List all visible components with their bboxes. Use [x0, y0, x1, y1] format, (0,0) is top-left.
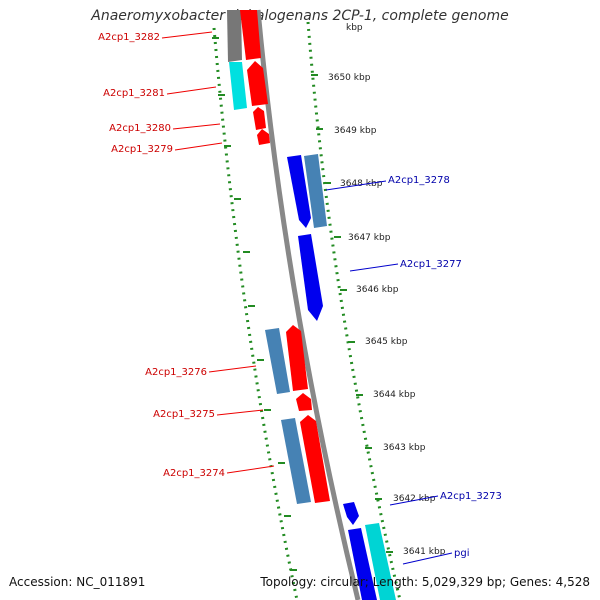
- scale-label: 3642 kbp: [393, 494, 436, 504]
- gene-block[interactable]: [348, 528, 377, 600]
- scale-label: 3645 kbp: [365, 337, 408, 347]
- gene-block[interactable]: [227, 10, 242, 62]
- gene-label[interactable]: A2cp1_3277: [400, 259, 462, 270]
- scale-labels: kbp 3650 kbp 3649 kbp 3648 kbp 3647 kbp …: [328, 23, 446, 557]
- gene-label[interactable]: A2cp1_3276: [145, 367, 207, 378]
- gene-block[interactable]: [343, 502, 359, 525]
- gene-block[interactable]: [229, 62, 247, 110]
- accession-text: Accession: NC_011891: [9, 575, 146, 589]
- gene-block[interactable]: [365, 523, 396, 600]
- scale-label: 3644 kbp: [373, 390, 416, 400]
- gene-label[interactable]: A2cp1_3274: [163, 468, 225, 479]
- gene-labels-left: A2cp1_3282 A2cp1_3281 A2cp1_3280 A2cp1_3…: [98, 31, 275, 479]
- gene-label[interactable]: A2cp1_3273: [440, 491, 502, 502]
- gene-block[interactable]: [300, 415, 330, 503]
- scale-label: 3641 kbp: [403, 547, 446, 557]
- gene-labels-right: A2cp1_3278 A2cp1_3277 A2cp1_3273 pgi: [325, 175, 502, 565]
- gene-label[interactable]: A2cp1_3281: [103, 88, 165, 99]
- gene-block[interactable]: [257, 129, 270, 145]
- gene-label[interactable]: A2cp1_3275: [153, 409, 215, 420]
- gene-block[interactable]: [247, 61, 268, 106]
- gene-block[interactable]: [287, 155, 311, 228]
- topology-text: Topology: circular; Length: 5,029,329 bp…: [260, 575, 590, 589]
- gene-block[interactable]: [281, 418, 311, 504]
- scale-label: 3647 kbp: [348, 233, 391, 243]
- scale-label-top-cut: kbp: [346, 23, 363, 33]
- tick-ring-right: [306, 21, 402, 600]
- gene-block[interactable]: [304, 154, 327, 228]
- gene-block[interactable]: [286, 325, 308, 391]
- scale-label: 3649 kbp: [334, 126, 377, 136]
- scale-label: 3650 kbp: [328, 73, 371, 83]
- scale-label: 3646 kbp: [356, 285, 399, 295]
- gene-block[interactable]: [296, 393, 312, 411]
- gene-block[interactable]: [253, 107, 266, 130]
- gene-label[interactable]: pgi: [454, 548, 469, 559]
- gene-block[interactable]: [265, 328, 290, 394]
- gene-label[interactable]: A2cp1_3278: [388, 175, 450, 186]
- gene-label[interactable]: A2cp1_3282: [98, 32, 160, 43]
- tick-ring-left: [212, 27, 299, 600]
- scale-label: 3648 kbp: [340, 179, 383, 189]
- map-title: Anaeromyxobacter dehalogenans 2CP-1, com…: [91, 8, 509, 24]
- gene-label[interactable]: A2cp1_3280: [109, 123, 171, 134]
- scale-label: 3643 kbp: [383, 443, 426, 453]
- gene-block[interactable]: [298, 234, 323, 321]
- gene-label[interactable]: A2cp1_3279: [111, 144, 173, 155]
- gene-features[interactable]: [227, 10, 396, 600]
- tick-marks: [212, 37, 393, 571]
- gene-block[interactable]: [240, 10, 261, 60]
- genome-backbone: [255, 9, 361, 600]
